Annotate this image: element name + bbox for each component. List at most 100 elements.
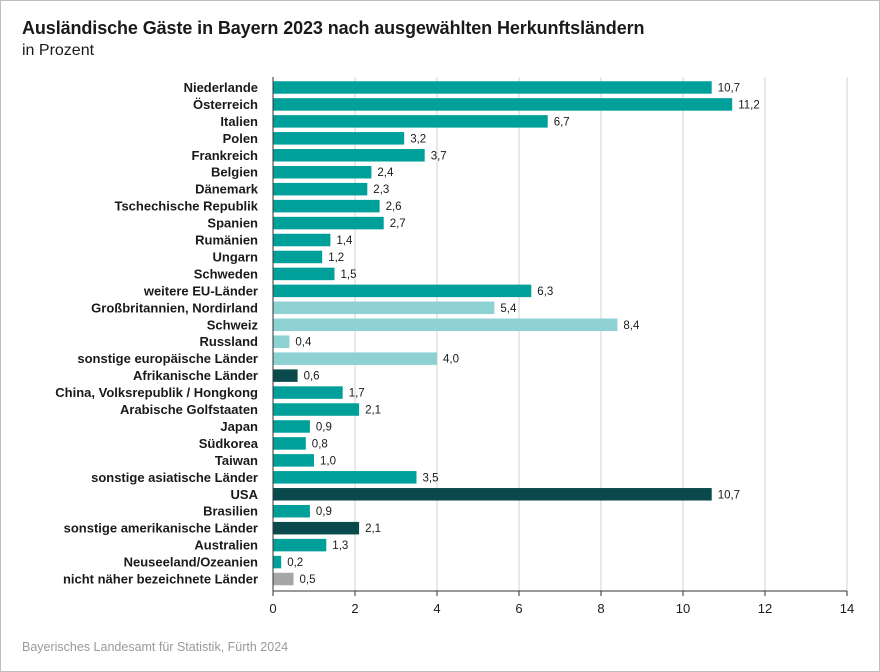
bar	[273, 267, 335, 281]
bar	[273, 165, 372, 179]
value-label: 0,2	[287, 557, 303, 569]
category-label: Japan	[220, 419, 258, 434]
category-label: Italien	[220, 114, 258, 129]
bar	[273, 521, 360, 535]
bar	[273, 132, 405, 145]
value-label: 0,9	[316, 421, 332, 433]
value-label: 3,2	[410, 133, 426, 145]
bar	[273, 352, 437, 365]
category-label: Dänemark	[195, 182, 259, 197]
x-tick-label: 2	[351, 601, 358, 616]
source-note: Bayerisches Landesamt für Statistik, Für…	[22, 640, 289, 654]
bar	[273, 216, 384, 230]
value-label: 6,7	[554, 116, 570, 128]
bar	[273, 420, 310, 433]
category-label: Tschechische Republik	[114, 199, 258, 214]
x-tick-label: 6	[515, 601, 522, 616]
value-label: 2,1	[365, 405, 381, 417]
chart-title: Ausländische Gäste in Bayern 2023 nach a…	[22, 18, 645, 38]
value-label: 3,5	[423, 472, 439, 484]
bar	[273, 437, 306, 450]
category-label: Taiwan	[215, 453, 258, 468]
category-label: sonstige amerikanische Länder	[64, 521, 258, 536]
value-label: 0,8	[312, 438, 328, 450]
category-label: Russland	[199, 334, 258, 349]
value-label: 0,5	[300, 574, 316, 586]
category-label: Rumänien	[195, 233, 258, 248]
bar	[273, 233, 331, 247]
value-label: 4,0	[443, 354, 459, 366]
value-label: 11,2	[738, 99, 760, 111]
category-label: Ungarn	[213, 249, 259, 264]
x-tick-label: 14	[840, 601, 854, 616]
bar	[273, 369, 298, 382]
bar	[273, 98, 733, 111]
category-label: Südkorea	[199, 436, 259, 451]
category-label: sonstige asiatische Länder	[91, 470, 258, 485]
category-label: Schweden	[194, 266, 258, 281]
category-label: Frankreich	[192, 148, 259, 163]
bar	[273, 386, 343, 399]
value-label: 10,7	[718, 82, 740, 94]
value-label: 6,3	[537, 286, 553, 298]
value-label: 1,3	[332, 540, 348, 552]
bar	[273, 199, 380, 213]
x-tick-label: 12	[758, 601, 772, 616]
x-tick-label: 4	[433, 601, 440, 616]
category-label: Australien	[194, 538, 258, 553]
value-label: 0,4	[295, 337, 312, 349]
value-label: 8,4	[623, 320, 640, 332]
value-label: 0,6	[304, 371, 320, 383]
bar	[273, 471, 417, 484]
category-label: China, Volksrepublik / Hongkong	[55, 385, 258, 400]
value-label: 2,3	[373, 184, 389, 196]
category-label: Spanien	[207, 216, 258, 231]
bar	[273, 403, 360, 416]
bar	[273, 572, 294, 586]
category-label: Neuseeland/Ozeanien	[124, 555, 258, 570]
value-label: 1,7	[349, 388, 365, 400]
bar	[273, 284, 532, 298]
value-label: 2,6	[386, 201, 402, 213]
chart-subtitle: in Prozent	[22, 42, 95, 59]
category-label: Arabische Golfstaaten	[120, 402, 258, 417]
value-label: 0,9	[316, 506, 332, 518]
bar	[273, 335, 290, 348]
value-label: 1,5	[341, 269, 357, 281]
value-label: 2,7	[390, 218, 406, 230]
category-label: Großbritannien, Nordirland	[91, 300, 258, 315]
x-tick-label: 0	[269, 601, 276, 616]
category-label: Afrikanische Länder	[133, 368, 258, 383]
category-label: Österreich	[193, 97, 258, 112]
category-label: Niederlande	[184, 80, 258, 95]
value-label: 1,4	[336, 235, 353, 247]
value-label: 3,7	[431, 150, 447, 162]
category-label: nicht näher bezeichnete Länder	[63, 572, 258, 587]
category-label: sonstige europäische Länder	[77, 351, 258, 366]
value-label: 2,4	[377, 167, 394, 179]
category-label: Brasilien	[203, 504, 258, 519]
bar	[273, 149, 425, 162]
value-label: 5,4	[500, 303, 517, 315]
bar	[273, 115, 548, 128]
category-label: Schweiz	[207, 317, 259, 332]
value-label: 1,0	[320, 455, 336, 467]
bar	[273, 81, 712, 94]
x-tick-label: 10	[676, 601, 690, 616]
bar	[273, 555, 282, 569]
category-label: Belgien	[211, 165, 258, 180]
x-tick-label: 8	[597, 601, 604, 616]
bar	[273, 318, 618, 332]
bar	[273, 182, 368, 196]
value-label: 1,2	[328, 252, 344, 264]
bar	[273, 504, 310, 518]
category-label: USA	[231, 487, 259, 502]
value-label: 2,1	[365, 523, 381, 535]
bar	[273, 250, 323, 264]
bar	[273, 538, 327, 552]
category-label: Polen	[223, 131, 258, 146]
value-label: 10,7	[718, 489, 740, 501]
bar	[273, 454, 314, 467]
bar	[273, 301, 495, 315]
